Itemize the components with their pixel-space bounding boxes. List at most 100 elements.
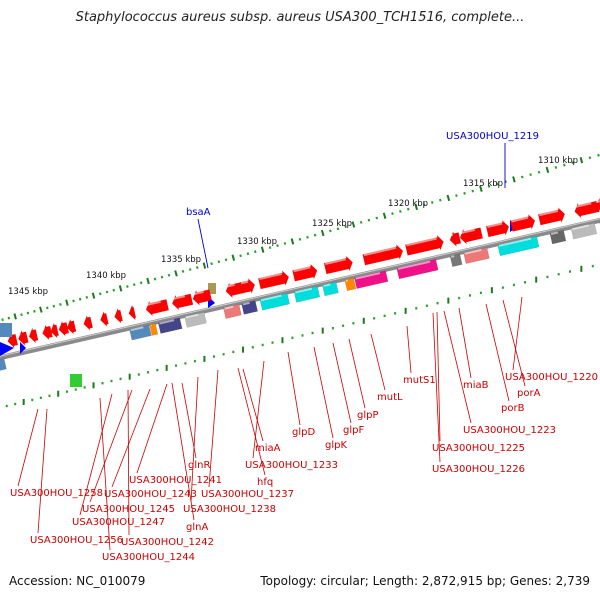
lower-minor-tick <box>222 353 225 356</box>
gene-arrow-forward <box>50 322 60 339</box>
scale-minor-tick <box>112 288 116 292</box>
lower-minor-tick <box>184 362 187 365</box>
scale-major-tick <box>202 262 207 269</box>
cds-block <box>549 229 567 245</box>
cds-block <box>241 300 258 315</box>
gene-arrow-forward <box>404 234 444 256</box>
scale-major-tick <box>13 313 17 320</box>
gene-arrow-forward-shape <box>100 310 109 328</box>
gene-leader-line <box>406 325 412 374</box>
scale-tick-label: 1315 kbp <box>463 179 503 189</box>
gene-arrow-forward-shape <box>485 219 510 238</box>
cds-block-shine <box>130 326 144 332</box>
cds-block <box>497 235 540 257</box>
gene-arrow-forward-shape <box>128 304 137 321</box>
gene-label: USA300HOU_1256 <box>30 535 123 546</box>
gene-arrow-forward-shine <box>240 280 249 285</box>
gene-arrow-forward <box>100 310 109 328</box>
scale-tick-label: 1325 kbp <box>312 219 352 229</box>
lower-minor-tick <box>458 296 461 300</box>
scale-minor-tick <box>529 173 532 177</box>
cds-block-shine <box>355 272 381 280</box>
cds-block <box>223 303 242 319</box>
gene-arrow-forward <box>42 324 53 341</box>
cds-block-shine <box>572 224 590 231</box>
scale-minor-tick <box>85 295 89 299</box>
gene-leader-line <box>502 299 526 387</box>
scale-minor-tick <box>268 246 272 250</box>
scale-tick-label: 1320 kbp <box>388 199 428 209</box>
lower-minor-tick <box>83 386 86 389</box>
gene-arrow-forward-shine <box>325 258 346 265</box>
lower-minor-tick <box>469 294 471 297</box>
gene-arrow-forward-shine <box>225 283 235 288</box>
cds-block <box>157 317 183 334</box>
gene-leader-line <box>181 382 197 459</box>
gene-arrow-forward <box>292 263 318 282</box>
lower-minor-tick <box>394 312 397 315</box>
lower-minor-tick <box>110 379 113 383</box>
gene-arrow-forward <box>28 327 39 344</box>
accession-text: Accession: NC_010079 <box>9 574 146 588</box>
gene-arrow-forward <box>239 277 256 295</box>
lower-minor-tick <box>156 368 159 372</box>
gene-leader-line <box>111 388 151 488</box>
feature-block-olive <box>208 283 216 294</box>
lower-major-tick <box>203 355 206 362</box>
gene-arrow-forward <box>58 320 70 337</box>
lower-major-tick <box>580 265 583 272</box>
scale-minor-tick <box>496 182 499 186</box>
gene-label: miaA <box>255 443 281 454</box>
lower-minor-tick <box>74 388 77 391</box>
lower-major-tick <box>535 276 538 283</box>
map-title: Staphylococcus aureus subsp. aureus USA3… <box>75 10 525 25</box>
scale-tick-label: 1340 kbp <box>86 271 126 281</box>
scale-minor-tick <box>105 290 109 294</box>
scale-minor-tick <box>72 299 75 303</box>
scale-minor-tick <box>367 218 371 222</box>
cds-block-shine <box>260 294 282 302</box>
lower-minor-tick <box>137 373 140 376</box>
scale-major-tick <box>91 292 96 299</box>
cds-block <box>149 323 159 336</box>
gene-arrow-forward-shape <box>50 322 60 339</box>
gene-arrow-forward-shine <box>363 246 397 257</box>
cds-block <box>354 270 389 289</box>
lower-minor-tick <box>39 396 42 400</box>
gene-label: USA300HOU_1233 <box>245 460 338 471</box>
gene-arrow-forward-shape <box>362 243 404 266</box>
scale-minor-tick <box>224 258 228 262</box>
gene-arrow-forward-shape <box>58 320 70 337</box>
lower-major-tick <box>321 327 324 334</box>
scale-minor-tick <box>160 275 164 279</box>
scale-minor-tick <box>126 285 129 288</box>
scale-minor-tick <box>520 175 524 179</box>
gene-arrow-forward-shape <box>145 299 170 317</box>
cds-block <box>570 222 598 240</box>
scale-minor-tick <box>344 225 347 229</box>
gene-leader-line <box>17 408 39 487</box>
feature-marker-blue-small <box>20 342 26 354</box>
gene-label: hfq <box>257 477 273 488</box>
gene-arrow-forward <box>485 219 510 238</box>
lower-minor-tick <box>301 334 304 337</box>
cds-block <box>463 247 490 264</box>
scale-major-tick <box>479 185 483 192</box>
scale-minor-tick <box>406 207 410 211</box>
scale-major-tick <box>512 176 516 183</box>
gene-label: USA300HOU_1241 <box>129 475 222 486</box>
cds-block <box>259 292 290 311</box>
scale-minor-tick <box>597 153 600 157</box>
gene-arrow-forward-shape <box>114 307 123 324</box>
lower-major-tick <box>165 364 168 371</box>
scale-minor-tick <box>78 297 82 301</box>
gene-arrow-forward-shape <box>404 234 444 256</box>
gene-arrow-forward <box>323 255 353 275</box>
scale-minor-tick <box>167 273 171 277</box>
scale-tick-label: 1335 kbp <box>161 255 201 265</box>
cds-block <box>184 311 207 328</box>
gene-label: porB <box>501 403 525 414</box>
scale-minor-tick <box>239 254 242 258</box>
scale-major-tick <box>446 194 451 202</box>
feature-block-green <box>70 374 82 387</box>
